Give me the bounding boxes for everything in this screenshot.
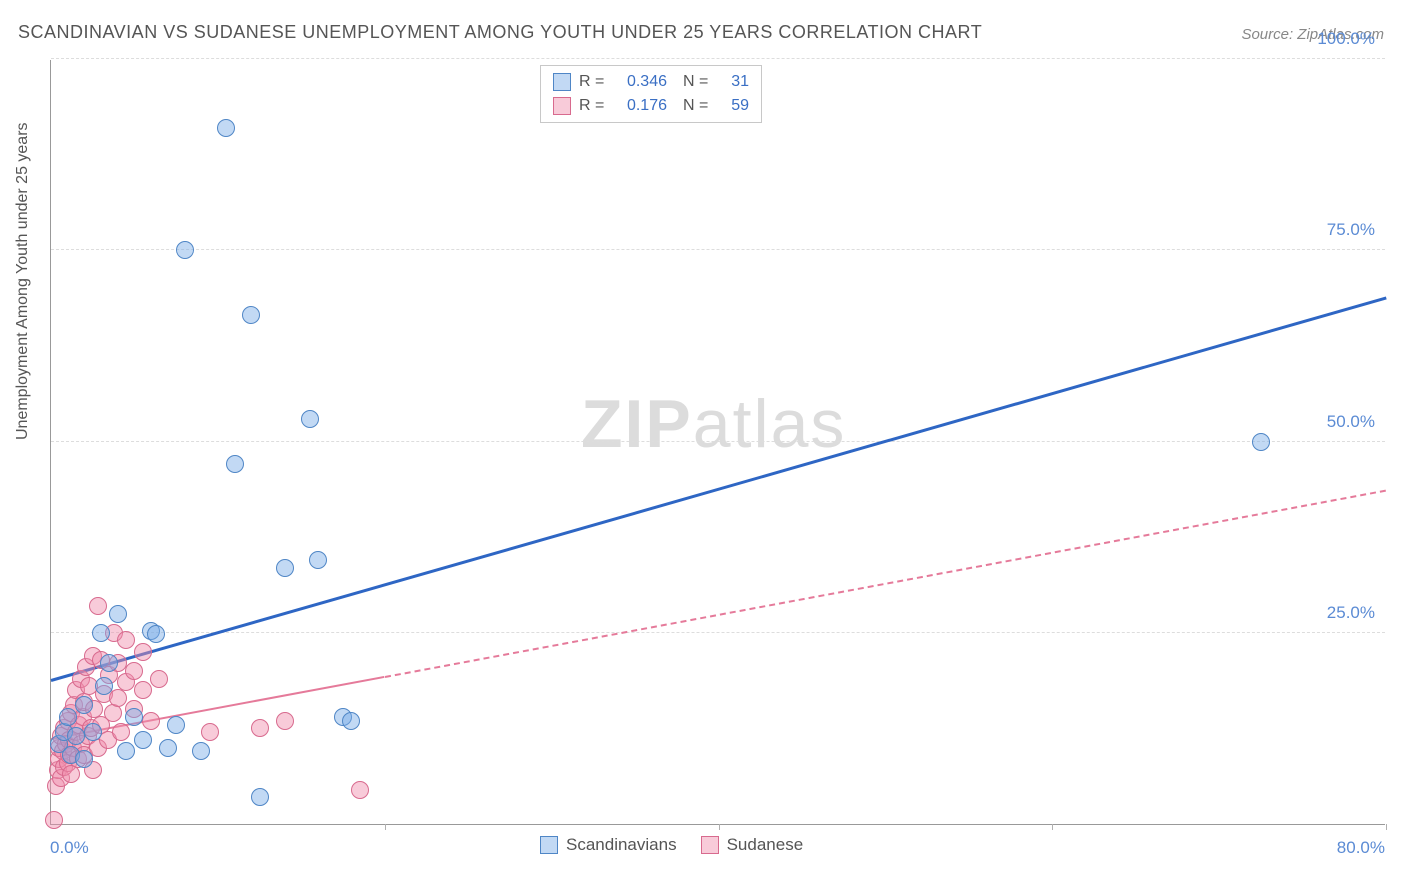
data-point [92,624,110,642]
data-point [217,119,235,137]
data-point [301,410,319,428]
x-axis-min-label: 0.0% [50,838,89,858]
series-name: Sudanese [727,835,804,855]
data-point [226,455,244,473]
data-point [150,670,168,688]
y-tick-label: 25.0% [1327,603,1375,623]
data-point [104,704,122,722]
data-point [95,677,113,695]
data-point [89,597,107,615]
legend-swatch [701,836,719,854]
correlation-chart: SCANDINAVIAN VS SUDANESE UNEMPLOYMENT AM… [0,0,1406,892]
series-name: Scandinavians [566,835,677,855]
legend-swatch [540,836,558,854]
x-tick [1052,824,1053,830]
y-tick-label: 100.0% [1317,29,1375,49]
data-point [242,306,260,324]
r-label: R = [579,73,607,91]
data-point [59,708,77,726]
legend-row: R = 0.346 N = 31 [553,70,749,94]
data-point [342,712,360,730]
data-point [125,662,143,680]
regression-line [385,489,1387,677]
gridline [51,632,1385,633]
data-point [276,559,294,577]
gridline [51,441,1385,442]
regression-line [51,297,1387,682]
data-point [45,811,63,829]
data-point [176,241,194,259]
data-point [159,739,177,757]
data-point [67,727,85,745]
y-tick-label: 50.0% [1327,412,1375,432]
data-point [117,742,135,760]
chart-title: SCANDINAVIAN VS SUDANESE UNEMPLOYMENT AM… [18,22,982,43]
data-point [134,731,152,749]
n-label: N = [683,73,711,91]
gridline [51,249,1385,250]
x-tick [385,824,386,830]
data-point [75,696,93,714]
data-point [147,625,165,643]
data-point [201,723,219,741]
y-tick-label: 75.0% [1327,220,1375,240]
x-tick [719,824,720,830]
data-point [109,605,127,623]
plot-area: ZIPatlas 25.0%50.0%75.0%100.0% [50,60,1385,825]
n-label: N = [683,97,711,115]
data-point [192,742,210,760]
x-axis-max-label: 80.0% [1337,838,1385,858]
r-label: R = [579,97,607,115]
gridline [51,58,1385,59]
data-point [117,631,135,649]
y-axis-label: Unemployment Among Youth under 25 years [14,122,32,440]
data-point [125,708,143,726]
data-point [100,654,118,672]
r-value: 0.346 [615,73,667,91]
data-point [134,681,152,699]
data-point [351,781,369,799]
data-point [112,723,130,741]
watermark: ZIPatlas [581,385,846,463]
data-point [309,551,327,569]
watermark-bold: ZIP [581,386,693,462]
x-tick [1386,824,1387,830]
watermark-rest: atlas [693,386,847,462]
data-point [251,719,269,737]
data-point [251,788,269,806]
r-value: 0.176 [615,97,667,115]
data-point [134,643,152,661]
legend-item: Scandinavians [540,835,677,855]
data-point [167,716,185,734]
data-point [1252,433,1270,451]
n-value: 31 [719,73,749,91]
series-legend: Scandinavians Sudanese [540,835,803,855]
n-value: 59 [719,97,749,115]
legend-swatch [553,97,571,115]
data-point [84,723,102,741]
correlation-legend: R = 0.346 N = 31 R = 0.176 N = 59 [540,65,762,123]
data-point [142,712,160,730]
legend-row: R = 0.176 N = 59 [553,94,749,118]
data-point [276,712,294,730]
legend-swatch [553,73,571,91]
data-point [75,750,93,768]
legend-item: Sudanese [701,835,804,855]
